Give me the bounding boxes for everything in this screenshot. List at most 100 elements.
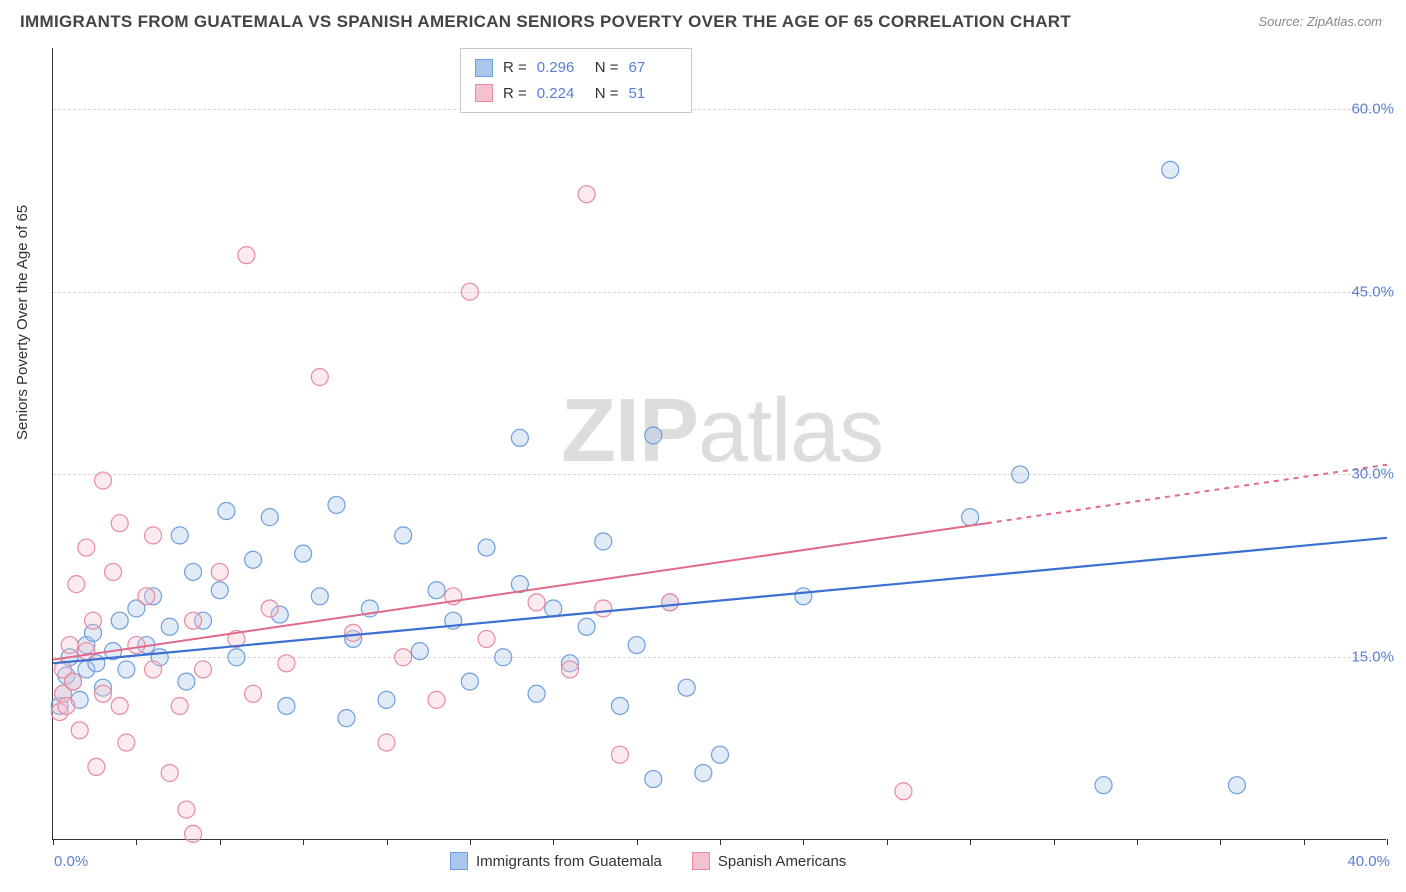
y-axis-label: Seniors Poverty Over the Age of 65 bbox=[14, 205, 31, 440]
legend-swatch-pink bbox=[475, 84, 493, 102]
data-point bbox=[1228, 777, 1245, 794]
chart-title: IMMIGRANTS FROM GUATEMALA VS SPANISH AME… bbox=[20, 12, 1071, 32]
data-point bbox=[228, 649, 245, 666]
data-point bbox=[118, 734, 135, 751]
data-point bbox=[595, 533, 612, 550]
data-point bbox=[261, 509, 278, 526]
data-point bbox=[478, 539, 495, 556]
legend-item-spanish: Spanish Americans bbox=[692, 852, 846, 870]
legend-item-guatemala: Immigrants from Guatemala bbox=[450, 852, 662, 870]
data-point bbox=[595, 600, 612, 617]
data-point bbox=[395, 527, 412, 544]
data-point bbox=[61, 637, 78, 654]
data-point bbox=[195, 661, 212, 678]
y-tick-label: 30.0% bbox=[1351, 466, 1394, 483]
legend-swatch-pink-icon bbox=[692, 852, 710, 870]
data-point bbox=[795, 588, 812, 605]
trend-line-extrapolated bbox=[987, 465, 1387, 523]
data-point bbox=[712, 746, 729, 763]
data-point bbox=[218, 503, 235, 520]
data-point bbox=[1162, 161, 1179, 178]
x-axis-min-label: 0.0% bbox=[54, 853, 88, 870]
data-point bbox=[461, 283, 478, 300]
data-point bbox=[378, 691, 395, 708]
data-point bbox=[138, 588, 155, 605]
legend-swatch-blue bbox=[475, 59, 493, 77]
data-point bbox=[495, 649, 512, 666]
data-point bbox=[461, 673, 478, 690]
data-point bbox=[71, 722, 88, 739]
data-point bbox=[78, 643, 95, 660]
legend-swatch-blue-icon bbox=[450, 852, 468, 870]
data-point bbox=[345, 624, 362, 641]
data-point bbox=[185, 612, 202, 629]
data-point bbox=[161, 764, 178, 781]
data-point bbox=[545, 600, 562, 617]
data-point bbox=[338, 710, 355, 727]
data-point bbox=[238, 247, 255, 264]
plot-area: ZIPatlas bbox=[52, 48, 1386, 840]
data-point bbox=[678, 679, 695, 696]
data-point bbox=[895, 783, 912, 800]
data-point bbox=[178, 673, 195, 690]
data-point bbox=[478, 630, 495, 647]
data-point bbox=[211, 582, 228, 599]
data-point bbox=[411, 643, 428, 660]
data-point bbox=[1095, 777, 1112, 794]
data-point bbox=[128, 637, 145, 654]
data-point bbox=[328, 496, 345, 513]
data-point bbox=[111, 697, 128, 714]
data-point bbox=[611, 697, 628, 714]
data-point bbox=[378, 734, 395, 751]
data-point bbox=[145, 527, 162, 544]
data-point bbox=[65, 673, 82, 690]
data-point bbox=[245, 685, 262, 702]
source-attribution: Source: ZipAtlas.com bbox=[1258, 14, 1382, 29]
data-point bbox=[695, 764, 712, 781]
data-point bbox=[395, 649, 412, 666]
data-point bbox=[145, 661, 162, 678]
data-point bbox=[68, 576, 85, 593]
y-tick-label: 45.0% bbox=[1351, 283, 1394, 300]
scatter-svg bbox=[53, 48, 1386, 839]
data-point bbox=[78, 539, 95, 556]
data-point bbox=[95, 472, 112, 489]
x-axis-max-label: 40.0% bbox=[1347, 853, 1390, 870]
data-point bbox=[511, 429, 528, 446]
data-point bbox=[111, 612, 128, 629]
data-point bbox=[58, 697, 75, 714]
data-point bbox=[428, 582, 445, 599]
data-point bbox=[211, 563, 228, 580]
data-point bbox=[95, 685, 112, 702]
data-point bbox=[645, 771, 662, 788]
data-point bbox=[311, 368, 328, 385]
data-point bbox=[245, 551, 262, 568]
data-point bbox=[171, 697, 188, 714]
data-point bbox=[111, 515, 128, 532]
data-point bbox=[85, 612, 102, 629]
data-point bbox=[528, 685, 545, 702]
legend-row-series-1: R = 0.296 N = 67 bbox=[475, 55, 677, 81]
data-point bbox=[278, 655, 295, 672]
data-point bbox=[105, 563, 122, 580]
data-point bbox=[578, 618, 595, 635]
data-point bbox=[161, 618, 178, 635]
data-point bbox=[611, 746, 628, 763]
data-point bbox=[1012, 466, 1029, 483]
data-point bbox=[561, 661, 578, 678]
data-point bbox=[185, 563, 202, 580]
data-point bbox=[178, 801, 195, 818]
data-point bbox=[278, 697, 295, 714]
series-legend: Immigrants from Guatemala Spanish Americ… bbox=[450, 852, 846, 870]
data-point bbox=[311, 588, 328, 605]
legend-row-series-2: R = 0.224 N = 51 bbox=[475, 81, 677, 107]
data-point bbox=[661, 594, 678, 611]
correlation-legend: R = 0.296 N = 67 R = 0.224 N = 51 bbox=[460, 48, 692, 113]
data-point bbox=[528, 594, 545, 611]
data-point bbox=[261, 600, 278, 617]
data-point bbox=[185, 825, 202, 842]
data-point bbox=[171, 527, 188, 544]
y-tick-label: 60.0% bbox=[1351, 100, 1394, 117]
y-tick-label: 15.0% bbox=[1351, 649, 1394, 666]
trend-line bbox=[53, 523, 987, 659]
